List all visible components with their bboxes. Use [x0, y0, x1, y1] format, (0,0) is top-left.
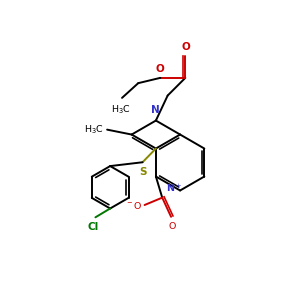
Text: H$_3$C: H$_3$C — [111, 103, 130, 116]
Text: $^-$O: $^-$O — [125, 200, 142, 211]
Text: S: S — [139, 167, 146, 177]
Text: O: O — [169, 222, 176, 231]
Text: O: O — [156, 64, 165, 74]
Text: N: N — [151, 105, 160, 115]
Text: H$_3$C: H$_3$C — [84, 123, 103, 136]
Text: O: O — [182, 42, 190, 52]
Text: N$^+$: N$^+$ — [166, 183, 182, 195]
Text: Cl: Cl — [88, 222, 99, 232]
